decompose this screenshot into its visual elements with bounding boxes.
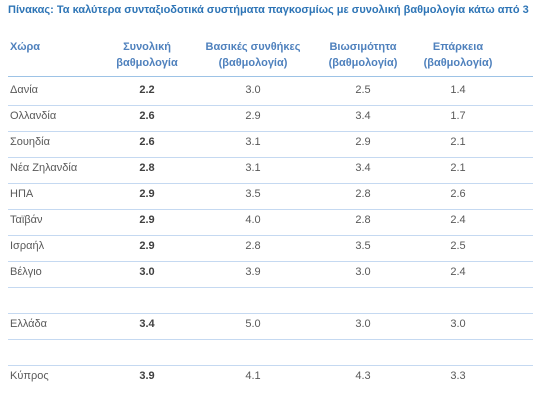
header-cell: (βαθμολογία) — [423, 57, 493, 69]
row-rule — [8, 209, 533, 210]
score-cell: 3.1 — [245, 136, 261, 148]
score-cell: 3.0 — [355, 266, 371, 278]
score-cell: 2.6 — [139, 110, 155, 122]
country-cell: Ισραήλ — [10, 240, 45, 252]
row-rule — [8, 365, 533, 366]
score-cell: 2.8 — [355, 188, 371, 200]
score-cell: 2.6 — [450, 188, 466, 200]
score-cell: 3.0 — [139, 266, 155, 278]
header-rule — [8, 76, 533, 77]
row-rule — [8, 339, 533, 340]
score-cell: 2.9 — [139, 188, 155, 200]
row-rule — [8, 105, 533, 106]
country-cell: Νέα Ζηλανδία — [10, 162, 78, 174]
score-cell: 2.9 — [245, 110, 261, 122]
score-cell: 3.0 — [450, 318, 466, 330]
score-cell: 2.9 — [355, 136, 371, 148]
header-cell: Συνολική — [123, 41, 171, 53]
header-cell: (βαθμολογία) — [218, 57, 288, 69]
score-cell: 1.4 — [450, 84, 466, 96]
header-cell: (βαθμολογία) — [328, 57, 398, 69]
row-rule — [8, 157, 533, 158]
header-cell: βαθμολογία — [116, 57, 178, 69]
score-cell: 2.8 — [139, 162, 155, 174]
country-cell: Βέλγιο — [10, 266, 42, 278]
country-cell: Σουηδία — [10, 136, 50, 148]
score-cell: 2.8 — [245, 240, 261, 252]
header-cell: Βασικές συνθήκες — [205, 41, 301, 53]
score-cell: 3.9 — [245, 266, 261, 278]
score-cell: 2.4 — [450, 214, 466, 226]
score-cell: 2.1 — [450, 162, 466, 174]
score-cell: 3.0 — [245, 84, 261, 96]
score-cell: 3.3 — [450, 370, 466, 382]
score-cell: 2.5 — [450, 240, 466, 252]
row-rule — [8, 313, 533, 314]
header-cell: Χώρα — [10, 41, 41, 53]
country-cell: Ελλάδα — [10, 318, 48, 330]
row-rule — [8, 287, 533, 288]
score-cell: 3.4 — [355, 162, 371, 174]
score-cell: 1.7 — [450, 110, 466, 122]
score-cell: 4.3 — [355, 370, 371, 382]
score-cell: 4.1 — [245, 370, 261, 382]
country-cell: Ταϊβάν — [10, 214, 43, 226]
score-cell: 2.5 — [355, 84, 371, 96]
score-cell: 3.4 — [139, 318, 155, 330]
country-cell: Δανία — [10, 84, 39, 96]
header-cell: Επάρκεια — [432, 41, 484, 53]
score-cell: 2.2 — [139, 84, 155, 96]
score-cell: 2.9 — [139, 214, 155, 226]
row-rule — [8, 131, 533, 132]
score-cell: 2.4 — [450, 266, 466, 278]
row-rule — [8, 235, 533, 236]
score-cell: 5.0 — [245, 318, 261, 330]
score-cell: 3.4 — [355, 110, 371, 122]
score-cell: 2.9 — [139, 240, 155, 252]
header-cell: Βιωσιμότητα — [329, 41, 397, 53]
country-cell: Κύπρος — [10, 370, 49, 382]
score-cell: 2.1 — [450, 136, 466, 148]
table-title: Πίνακας: Τα καλύτερα συνταξιοδοτικά συστ… — [8, 4, 529, 16]
country-cell: ΗΠΑ — [10, 188, 34, 200]
score-cell: 2.8 — [355, 214, 371, 226]
score-cell: 2.6 — [139, 136, 155, 148]
score-cell: 4.0 — [245, 214, 261, 226]
score-cell: 3.0 — [355, 318, 371, 330]
country-cell: Ολλανδία — [10, 110, 57, 122]
row-rule — [8, 183, 533, 184]
score-cell: 3.9 — [139, 370, 155, 382]
row-rule — [8, 261, 533, 262]
score-cell: 3.5 — [355, 240, 371, 252]
score-cell: 3.1 — [245, 162, 261, 174]
score-cell: 3.5 — [245, 188, 261, 200]
